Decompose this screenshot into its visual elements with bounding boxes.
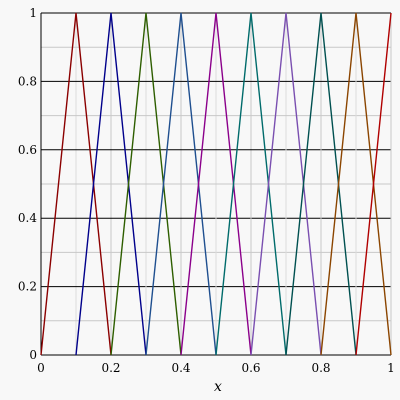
grid [40,12,392,356]
series-line-5 [180,12,252,356]
tick-labels: 0 0.2 0.4 0.6 0.8 1 0 0.2 0.4 0.6 0.8 1 [18,6,395,375]
x-tick-label: 0.2 [101,361,120,375]
y-tick-label: 0 [29,348,37,362]
x-tick-label: 0.6 [241,361,260,375]
series-line-4 [145,12,217,356]
series-line-8 [285,12,357,356]
series-line-7 [250,12,322,356]
y-tick-label: 0.2 [18,280,37,294]
x-axis-label: x [214,379,222,395]
series-lines [40,12,392,356]
y-tick-label: 0.8 [18,74,37,88]
y-tick-label: 0.4 [18,211,37,225]
x-tick-label: 1 [387,361,395,375]
series-line-2 [75,12,147,356]
y-tick-label: 0.6 [18,143,37,157]
series-line-1 [40,12,112,356]
series-line-9 [320,12,392,356]
series-line-10 [355,12,392,356]
series-line-3 [110,12,182,356]
y-tick-label: 1 [29,6,37,20]
series-line-6 [215,12,287,356]
x-tick-label: 0.8 [311,361,330,375]
x-tick-label: 0 [37,361,45,375]
x-tick-label: 0.4 [171,361,190,375]
